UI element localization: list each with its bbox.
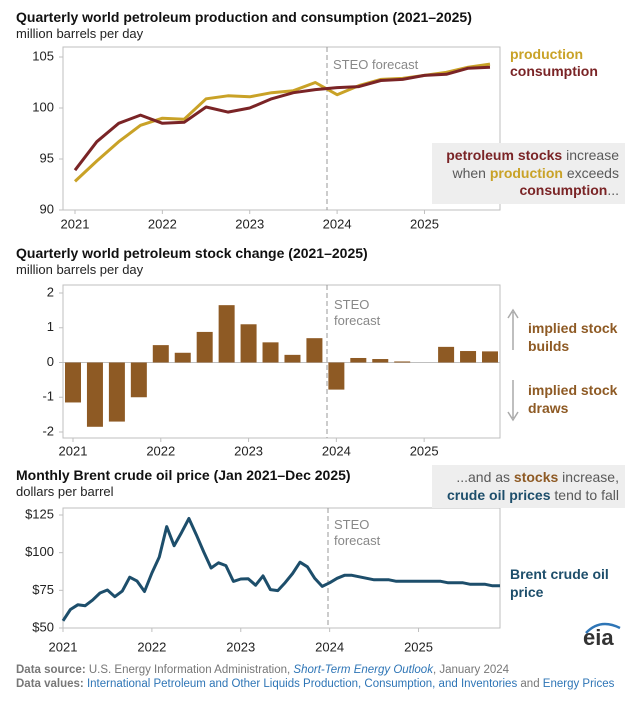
bar (174, 352, 191, 363)
bar (350, 357, 367, 363)
bar (152, 345, 169, 363)
footer-line: Data source: U.S. Energy Information Adm… (16, 664, 626, 677)
series-line (61, 517, 500, 622)
y-tick-label: 2 (47, 284, 54, 299)
bar (86, 362, 103, 427)
x-tick-label: 2021 (49, 639, 78, 654)
y-tick-label: 90 (40, 201, 54, 216)
legend-label: production (510, 46, 584, 62)
bar (262, 342, 279, 363)
footer-part: Data source: (16, 664, 86, 676)
bar (306, 338, 323, 363)
x-tick-label: 2025 (410, 216, 439, 231)
annotation: petroleum stocks increase when productio… (432, 143, 625, 204)
footer-part: International Petroleum and Other Liquid… (86, 678, 518, 690)
x-tick-label: 2021 (61, 216, 90, 231)
y-tick-label: 100 (32, 99, 54, 114)
annotation-part: consumption (519, 182, 608, 198)
x-tick-label: 2025 (404, 639, 433, 654)
footer-part: , January 2024 (432, 664, 510, 676)
bar (196, 331, 213, 363)
forecast-label: STEO forecast (334, 517, 381, 549)
panel-title: Monthly Brent crude oil price (Jan 2021–… (16, 467, 351, 483)
bar (65, 362, 81, 403)
annotation-part: stocks (513, 469, 559, 485)
x-tick-label: 2025 (410, 443, 439, 458)
arrow-up (507, 308, 519, 350)
x-tick-label: 2022 (148, 216, 177, 231)
y-tick-label: $100 (25, 544, 54, 559)
bar (460, 351, 477, 363)
y-tick-label: 105 (32, 48, 54, 63)
bar (372, 359, 389, 363)
arrow-down (507, 380, 519, 422)
bar (328, 362, 345, 390)
forecast-label: STEO forecast (334, 297, 381, 329)
y-tick-label: $75 (32, 582, 54, 597)
footer-part: Data values: (16, 678, 84, 690)
panel-title: Quarterly world petroleum stock change (… (16, 245, 368, 261)
x-tick-label: 2024 (322, 443, 351, 458)
panel-subtitle: dollars per barrel (16, 484, 114, 499)
bar (108, 362, 125, 422)
legend-label: Brent crude oil price (510, 566, 609, 600)
bar (218, 305, 235, 363)
annotation-part: increase, (558, 469, 623, 485)
footer-part: Energy Prices (542, 678, 615, 690)
side-label: implied stock builds (528, 320, 618, 354)
legend-label: consumption (510, 63, 598, 79)
footer-part: Short-Term Energy Outlook (293, 664, 433, 676)
footer-part: and (517, 678, 543, 690)
bar (284, 354, 301, 363)
plot-frame (62, 507, 501, 629)
annotation: ...and as stocks increase, crude oil pri… (432, 465, 625, 508)
logo-arc (585, 622, 621, 634)
bar (130, 362, 147, 398)
x-tick-label: 2021 (59, 443, 88, 458)
annotation-part: increase when (452, 147, 623, 181)
panel-subtitle: million barrels per day (16, 262, 144, 277)
y-tick-label: 95 (40, 150, 54, 165)
bar (240, 324, 257, 363)
y-tick-label: -2 (42, 423, 54, 438)
side-label: implied stock draws (528, 382, 618, 416)
x-tick-label: 2024 (323, 216, 352, 231)
bar (482, 351, 498, 363)
bar (394, 361, 411, 363)
annotation-part: tend to fall (550, 486, 619, 503)
bar (438, 346, 455, 363)
x-tick-label: 2022 (137, 639, 166, 654)
panel-subtitle: million barrels per day (16, 26, 144, 41)
footer-part: U.S. Energy Information Administration, (85, 664, 294, 676)
annotation-part: crude oil prices (447, 486, 551, 503)
x-tick-label: 2023 (235, 216, 264, 231)
forecast-label: STEO forecast (333, 57, 419, 72)
x-tick-label: 2022 (146, 443, 175, 458)
annotation-part: production (489, 164, 563, 181)
annotation-part: ...and as (456, 469, 514, 485)
series-line (73, 65, 491, 172)
annotation-part: petroleum stocks (446, 147, 563, 163)
series-line (73, 62, 491, 183)
y-tick-label: $50 (32, 619, 54, 634)
y-tick-label: $125 (25, 506, 54, 521)
x-tick-label: 2023 (226, 639, 255, 654)
footer-line: Data values: International Petroleum and… (16, 678, 626, 691)
panel-title: Quarterly world petroleum production and… (16, 9, 472, 25)
annotation-part: ... (607, 182, 619, 198)
y-tick-label: 1 (47, 319, 54, 334)
plot-frame (62, 46, 501, 211)
annotation-part: exceeds (562, 164, 623, 181)
x-tick-label: 2024 (315, 639, 344, 654)
logo: eia (583, 625, 614, 650)
plot-frame (62, 284, 501, 439)
y-tick-label: 0 (47, 354, 54, 369)
y-tick-label: -1 (42, 389, 54, 404)
x-tick-label: 2023 (234, 443, 263, 458)
